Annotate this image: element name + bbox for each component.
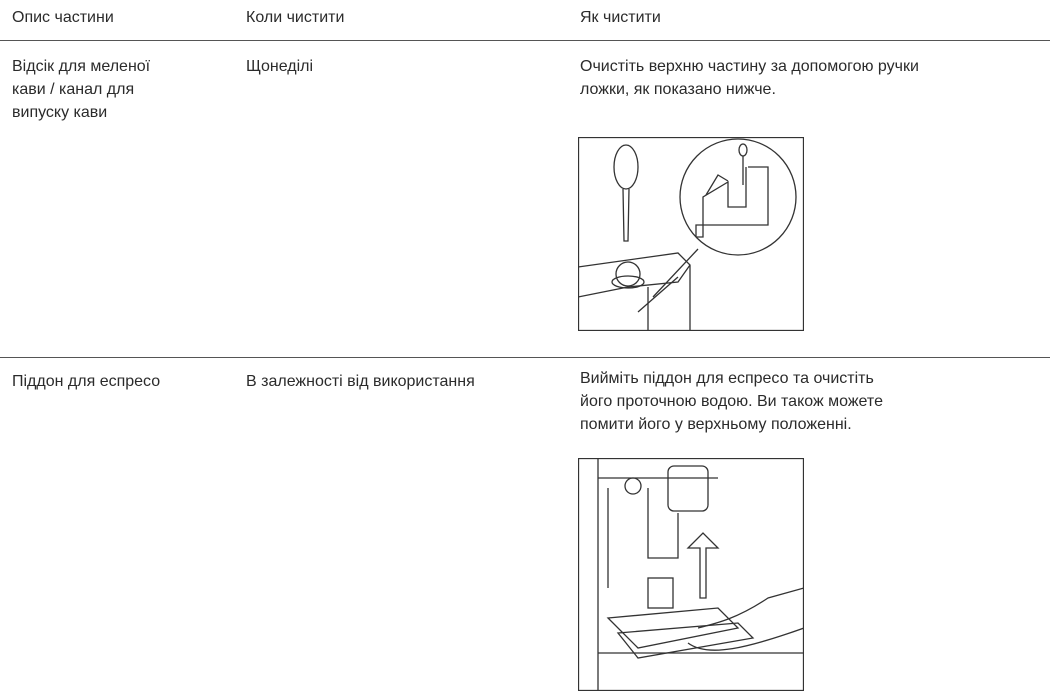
header-cell: Коли чистити: [246, 9, 345, 26]
cell: ложки, як показано нижче.: [580, 81, 776, 98]
header-cell: Як чистити: [580, 9, 661, 26]
cell: Вийміть піддон для еспресо та очистіть: [580, 370, 874, 387]
cell: Відсік для меленої: [12, 58, 151, 75]
cell: випуску кави: [12, 104, 108, 121]
cell: Очистіть верхню частину за допомогою руч…: [580, 58, 919, 75]
cell: Щонеділі: [246, 58, 314, 75]
divider: [0, 357, 1050, 358]
illustration-spoon: [578, 137, 804, 331]
cell: Піддон для еспресо: [12, 373, 161, 390]
illustration-tray: [578, 458, 804, 691]
header-cell: Опис частини: [12, 9, 114, 26]
divider: [0, 40, 1050, 41]
cell: його проточною водою. Ви також можете: [580, 393, 883, 410]
cell: В залежності від використання: [246, 373, 475, 390]
cell: помити його у верхньому положенні.: [580, 416, 852, 433]
cell: кави / канал для: [12, 81, 135, 98]
